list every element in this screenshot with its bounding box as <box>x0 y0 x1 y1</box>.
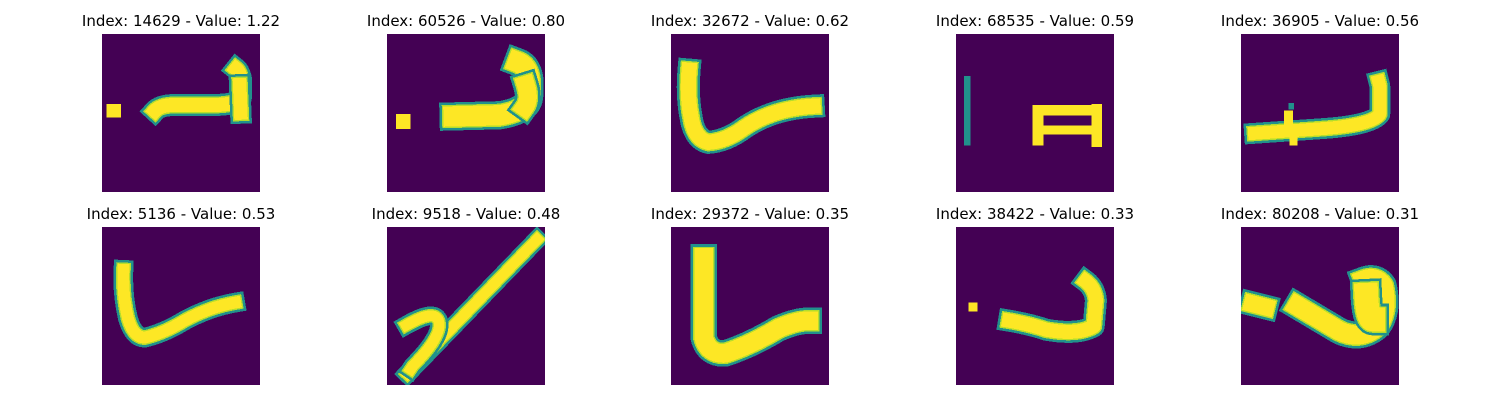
digit-image <box>1241 227 1399 385</box>
glyph-stroke <box>232 77 248 121</box>
image-panel: Index: 5136 - Value: 0.53 <box>61 205 301 385</box>
glyph-stroke <box>1038 125 1098 135</box>
digit-image <box>387 227 545 385</box>
glyph-stroke <box>117 263 243 344</box>
panel-title: Index: 68535 - Value: 0.59 <box>935 12 1135 30</box>
digit-image-canvas <box>956 34 1114 192</box>
digit-image-canvas <box>671 34 829 192</box>
glyph <box>113 259 247 348</box>
glyph <box>968 265 1107 343</box>
glyph-stroke <box>1032 105 1044 146</box>
image-panel: Index: 14629 - Value: 1.22 <box>61 12 301 192</box>
glyph <box>1243 68 1391 146</box>
panel-title: Index: 80208 - Value: 0.31 <box>1220 205 1420 223</box>
panel-title: Index: 38422 - Value: 0.33 <box>935 205 1135 223</box>
digit-image-canvas <box>671 227 829 385</box>
digit-image <box>671 34 829 192</box>
image-panel: Index: 9518 - Value: 0.48 <box>346 205 586 385</box>
digit-image <box>1241 34 1399 192</box>
glyph-stroke <box>1032 105 1102 116</box>
glyph-stroke <box>1242 293 1277 318</box>
glyph-stroke <box>512 73 537 120</box>
glyph <box>1241 265 1399 349</box>
panel-title: Index: 9518 - Value: 0.48 <box>371 205 561 223</box>
glyph <box>106 53 252 127</box>
glyph-stroke <box>1289 131 1298 146</box>
digit-image <box>671 227 829 385</box>
glyph-stroke <box>1283 110 1293 132</box>
digit-image-canvas <box>387 34 545 192</box>
panel-title: Index: 29372 - Value: 0.35 <box>650 205 850 223</box>
image-panel: Index: 36905 - Value: 0.56 <box>1200 12 1440 192</box>
image-panel: Index: 38422 - Value: 0.33 <box>915 205 1155 385</box>
glyph-stroke <box>398 310 445 377</box>
digit-image-canvas <box>102 227 260 385</box>
digit-image <box>387 34 545 192</box>
glyph-stroke <box>106 103 122 118</box>
glyph <box>963 75 1103 147</box>
digit-image-canvas <box>102 34 260 192</box>
image-panel: Index: 32672 - Value: 0.62 <box>630 12 870 192</box>
digit-image-canvas <box>956 227 1114 385</box>
digit-image-canvas <box>1241 227 1399 385</box>
digit-image <box>956 227 1114 385</box>
glyph-stroke <box>968 302 978 312</box>
digit-image-canvas <box>1241 34 1399 192</box>
panel-title: Index: 60526 - Value: 0.80 <box>366 12 566 30</box>
glyph-stroke <box>1353 282 1385 332</box>
image-panel: Index: 68535 - Value: 0.59 <box>915 12 1155 192</box>
glyph-stroke <box>1000 271 1103 339</box>
digit-image <box>956 34 1114 192</box>
glyph <box>396 44 544 131</box>
glyph <box>676 57 826 154</box>
digit-image <box>102 34 260 192</box>
glyph-stroke <box>396 114 411 129</box>
glyph <box>690 244 822 367</box>
digit-image <box>102 227 260 385</box>
panel-title: Index: 32672 - Value: 0.62 <box>650 12 850 30</box>
digit-image-canvas <box>387 227 545 385</box>
glyph <box>393 227 545 385</box>
panel-title: Index: 14629 - Value: 1.22 <box>81 12 281 30</box>
glyph-stroke <box>1247 73 1387 141</box>
glyph-stroke <box>1288 102 1295 110</box>
glyph-stroke <box>963 75 971 146</box>
glyph-stroke <box>694 248 818 363</box>
image-panel: Index: 60526 - Value: 0.80 <box>346 12 586 192</box>
panel-title: Index: 5136 - Value: 0.53 <box>86 205 276 223</box>
panel-title: Index: 36905 - Value: 0.56 <box>1220 12 1420 30</box>
glyph-stroke <box>680 61 822 150</box>
image-panel: Index: 80208 - Value: 0.31 <box>1200 205 1440 385</box>
image-panel: Index: 29372 - Value: 0.35 <box>630 205 870 385</box>
